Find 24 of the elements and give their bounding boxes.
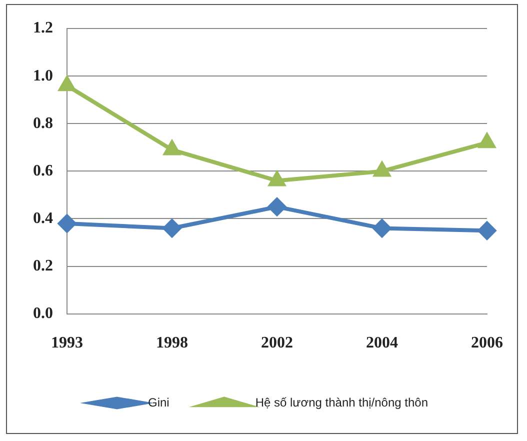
- point: [373, 219, 391, 238]
- point: [478, 134, 496, 148]
- y-tick-label: 1.2: [33, 20, 53, 37]
- x-tick-label: 2006: [471, 334, 503, 352]
- point: [163, 219, 181, 238]
- x-tick-label: 1998: [156, 334, 188, 352]
- y-tick-label: 0.0: [33, 304, 53, 322]
- point: [164, 140, 180, 156]
- point: [268, 172, 286, 186]
- x-tick-label: 1993: [51, 334, 83, 352]
- point: [478, 222, 496, 240]
- x-tick-label: 2004: [366, 334, 398, 352]
- point: [58, 76, 76, 92]
- y-tick-label: 1.0: [33, 67, 53, 84]
- y-tick-label: 0.8: [33, 114, 53, 132]
- y-tick-label: 0.6: [33, 162, 53, 180]
- y-tick-label: 0.2: [33, 257, 53, 274]
- x-tick-label: 2002: [261, 334, 293, 352]
- y-tick-label: 0.4: [33, 210, 53, 227]
- point: [374, 162, 390, 177]
- point: [58, 214, 76, 232]
- legend-label: Hệ số lương thành thị/nông thôn: [255, 395, 428, 410]
- point: [268, 198, 286, 216]
- legend-label: Gini: [148, 395, 170, 410]
